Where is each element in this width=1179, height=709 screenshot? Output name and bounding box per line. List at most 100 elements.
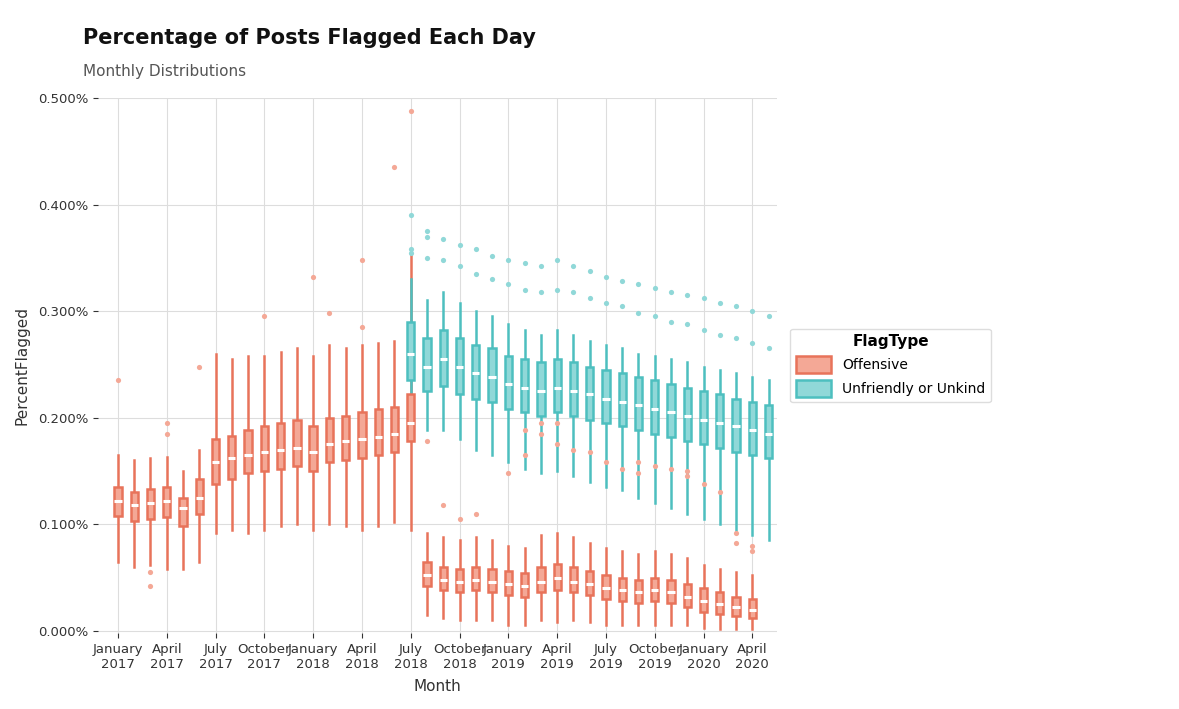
Point [580,446,599,457]
Point [467,268,486,279]
Bar [375,409,382,455]
Point [580,265,599,277]
Point [694,325,713,336]
Bar [488,348,495,402]
Bar [277,423,284,469]
Point [841,332,859,343]
Point [759,342,778,354]
Point [141,581,160,592]
Point [482,250,501,262]
Bar [229,436,236,479]
Point [694,293,713,304]
Point [564,444,582,455]
Point [532,428,551,440]
Point [467,244,486,255]
Bar [797,415,805,469]
Point [1020,316,1039,328]
Point [792,350,811,362]
Point [743,540,762,551]
Bar [634,377,643,430]
Point [938,353,957,364]
Point [645,460,664,471]
Point [613,300,632,311]
Bar [928,445,935,498]
Bar [488,569,495,593]
Bar [847,428,854,481]
Point [711,297,730,308]
Point [661,286,680,298]
Point [515,425,534,436]
Bar [732,597,739,616]
Bar [423,562,430,586]
Point [532,418,551,429]
Text: Monthly Distributions: Monthly Distributions [83,64,245,79]
Point [889,342,908,354]
Point [824,357,843,368]
Bar [538,362,545,415]
Bar [749,599,756,618]
Point [353,321,371,333]
Point [108,375,127,386]
Point [450,261,469,272]
Point [532,261,551,272]
Bar [440,567,447,591]
Bar [976,455,983,508]
Bar [619,373,626,426]
Bar [651,381,658,434]
Point [255,311,274,322]
Point [841,361,859,372]
Point [190,361,209,372]
Bar [407,394,415,441]
Point [141,566,160,578]
Bar [472,345,480,398]
Point [548,255,567,266]
Bar [131,492,138,521]
Point [304,272,323,283]
Bar [619,578,626,601]
Point [353,255,371,266]
Bar [878,434,887,487]
Bar [765,405,772,458]
Point [1003,396,1022,408]
Point [678,465,697,476]
Bar [423,337,430,391]
Point [597,272,615,283]
Bar [700,391,707,445]
Point [776,316,795,328]
Point [499,279,518,290]
Bar [586,571,593,595]
Bar [440,330,447,386]
Bar [602,576,610,599]
Point [401,105,420,116]
Point [1020,350,1039,362]
Bar [569,362,577,415]
Point [759,311,778,322]
Point [922,378,941,389]
Point [955,386,974,397]
Point [417,435,436,447]
Point [661,316,680,328]
Point [467,508,486,519]
Bar [553,564,561,591]
Point [857,364,876,375]
Point [548,284,567,296]
Point [401,210,420,221]
Bar [179,498,186,526]
Point [743,337,762,349]
Bar [196,479,203,513]
Bar [716,593,724,614]
Bar [325,418,334,462]
Point [417,231,436,242]
Bar [732,398,739,452]
Bar [960,452,968,505]
Bar [538,567,545,593]
Point [987,364,1006,375]
Bar [814,420,821,473]
Bar [716,394,724,447]
Bar [993,458,1000,511]
Point [889,372,908,383]
Point [874,367,893,379]
Point [564,261,582,272]
Point [661,463,680,474]
Bar [1026,437,1033,490]
